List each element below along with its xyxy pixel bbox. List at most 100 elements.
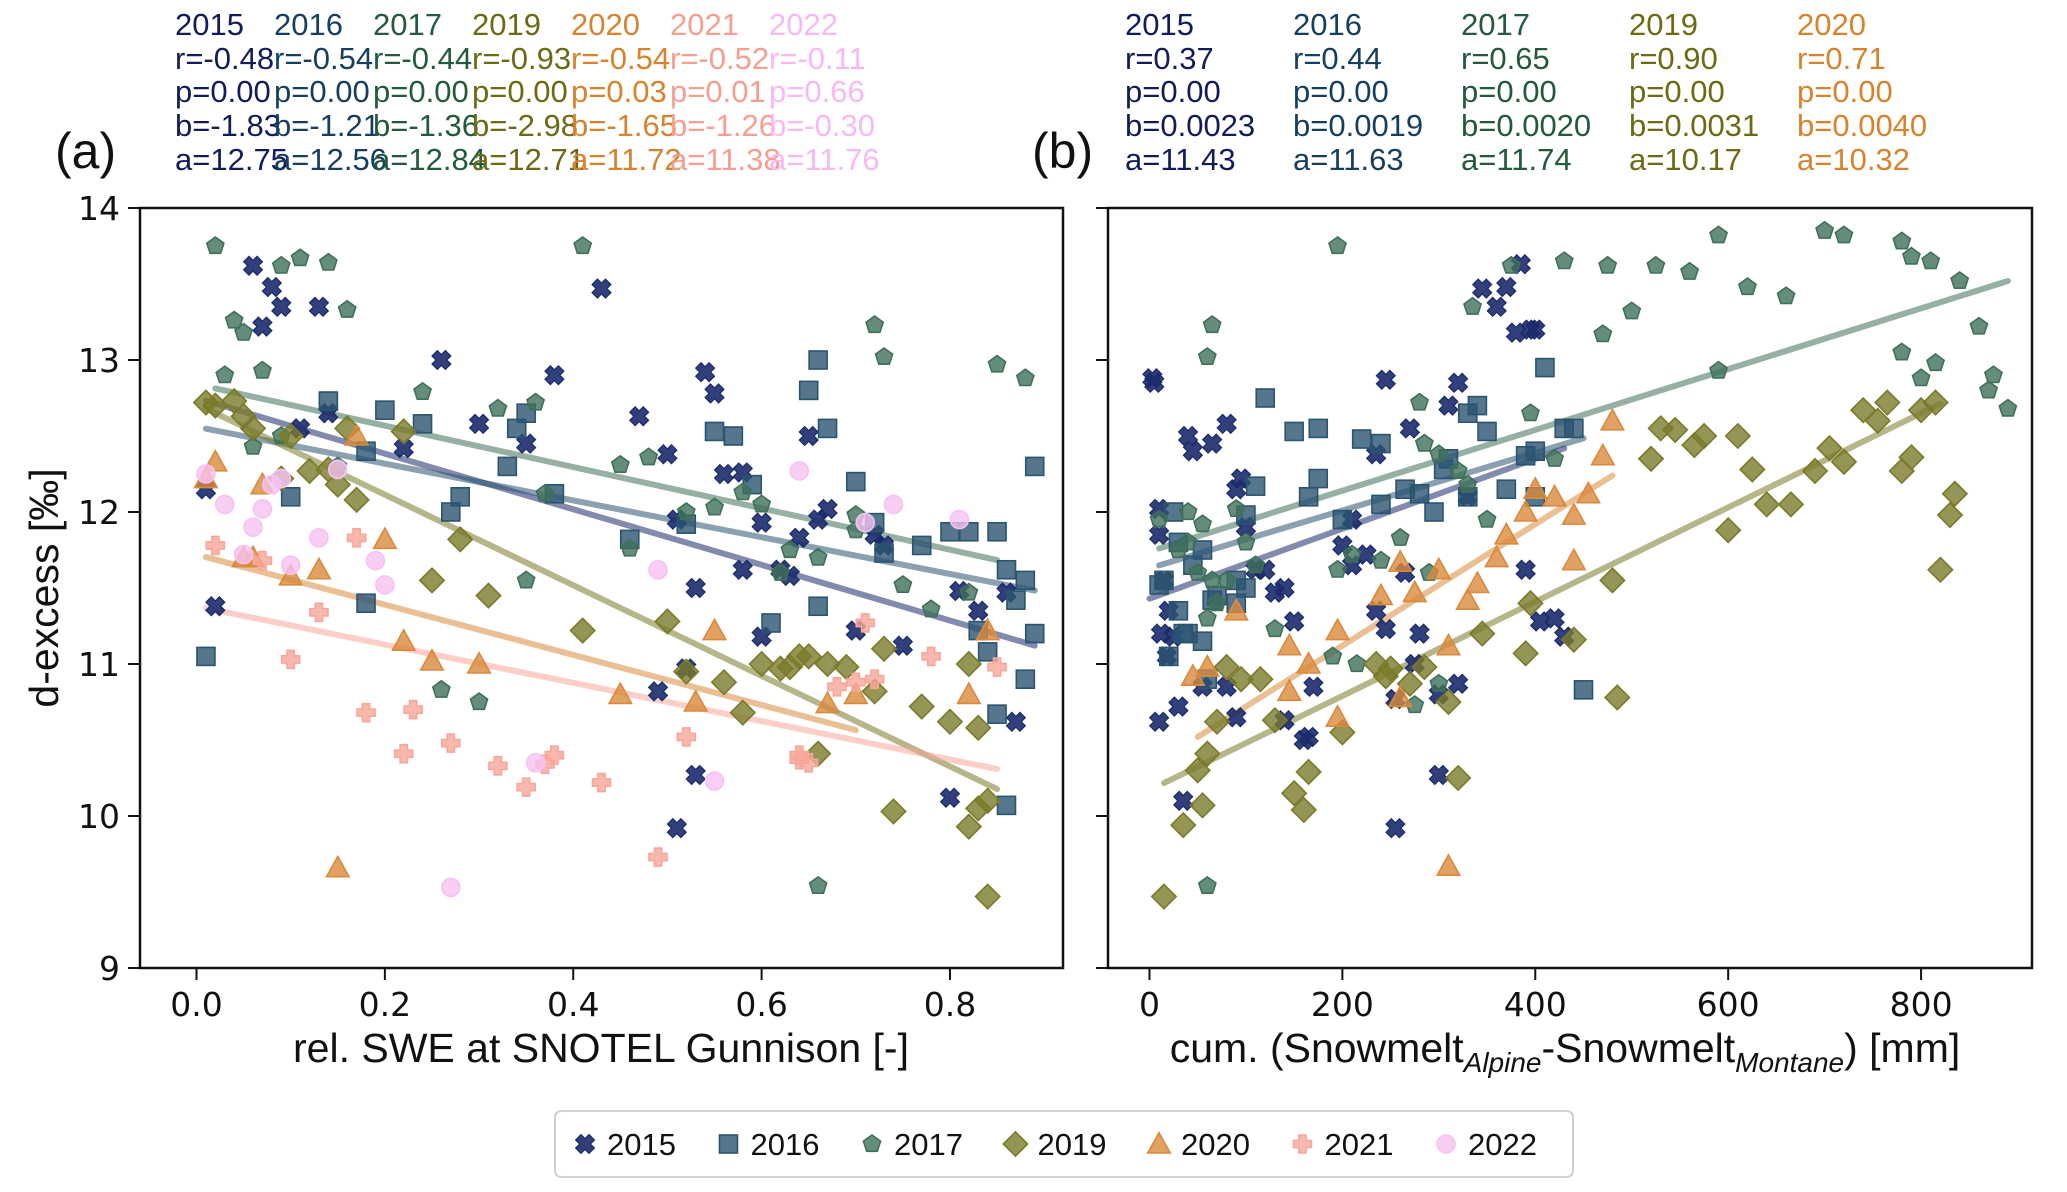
point-a-2017: [431, 679, 451, 698]
point-a-2019: [748, 650, 775, 678]
point-a-2016: [1015, 669, 1036, 690]
point-b-2020: [1561, 502, 1587, 525]
point-a-2021: [855, 613, 876, 633]
stat-a-2022-a: a=11.76: [769, 142, 880, 177]
plot-area-b: 0 200 400 600 800 cum. (SnowmeltAlpine-Snowm…: [1096, 206, 2034, 1078]
point-a-2021: [987, 657, 1007, 677]
x-label-b-sub-alpine: Alpine: [1462, 1047, 1542, 1078]
stat-b-2017-a: a=11.74: [1461, 142, 1572, 177]
point-a-2016: [1006, 590, 1026, 610]
point-b-2019: [1295, 758, 1322, 786]
x-tick-label: 600: [1697, 985, 1760, 1024]
legend: 2015 2016 2017 2019 2020 2021 2022: [554, 1110, 1574, 1178]
point-b-2020: [1387, 549, 1413, 572]
point-a-2022: [243, 517, 263, 538]
point-a-2017: [1015, 368, 1035, 387]
fit-line-a-2021: [202, 605, 1001, 773]
fit-line-a-2020: [202, 554, 859, 734]
point-a-2015: [271, 296, 292, 318]
point-a-2019: [870, 635, 898, 663]
point-b-2016: [1564, 418, 1584, 439]
point-a-2019: [880, 798, 907, 825]
stat-a-2017-r: r=-0.44: [373, 41, 472, 76]
point-b-2017: [1226, 499, 1246, 518]
point-a-2015: [628, 405, 650, 427]
point-a-2015: [704, 383, 725, 404]
point-a-2016: [196, 646, 216, 667]
point-b-2017: [1414, 433, 1434, 452]
point-a-2022: [855, 512, 876, 533]
point-b-2017: [1197, 347, 1217, 366]
point-b-2017: [1342, 544, 1362, 563]
point-a-2022: [280, 555, 301, 576]
point-a-2022: [375, 575, 395, 595]
point-a-2017: [318, 252, 338, 271]
stat-a-2020-p: p=0.03: [571, 74, 667, 109]
point-a-2021: [827, 676, 847, 697]
stat-a-2017-year: 2017: [373, 7, 442, 42]
point-a-2015: [657, 443, 678, 465]
point-b-2019: [1714, 516, 1742, 544]
point-b-2019: [1753, 491, 1781, 518]
point-b-2016: [1477, 421, 1497, 442]
y-tick-label: 14: [78, 189, 120, 228]
legend-label-2022: 2022: [1468, 1127, 1537, 1162]
point-b-2019: [1603, 684, 1631, 711]
stat-b-2019-b: b=0.0031: [1629, 108, 1759, 143]
stat-b-2020-p: p=0.00: [1797, 74, 1893, 109]
point-a-2020: [344, 423, 370, 446]
point-a-2019: [710, 668, 738, 696]
stat-a-2015-r: r=-0.48: [175, 41, 274, 76]
point-a-2017: [808, 547, 828, 566]
point-b-2019: [1864, 407, 1891, 435]
point-a-2016: [375, 400, 395, 420]
point-b-2016: [1245, 476, 1266, 496]
point-a-2017: [874, 347, 894, 366]
stat-b-2016-a: a=11.63: [1293, 142, 1404, 177]
point-b-2016: [1351, 429, 1372, 449]
point-b-2015: [1150, 623, 1172, 644]
fit-lines-a: [202, 385, 1038, 793]
point-b-2015: [1525, 319, 1546, 340]
point-a-2019: [475, 582, 502, 609]
point-a-2017: [893, 575, 913, 594]
point-b-2020: [1493, 521, 1519, 545]
point-b-2017: [1429, 673, 1449, 692]
point-b-2017: [1737, 277, 1757, 296]
fit-lines-b: [1146, 277, 2011, 787]
x-label-b-part2: -Snowmelt: [1541, 1025, 1735, 1071]
point-b-2017: [1265, 619, 1285, 638]
point-b-2017: [1149, 509, 1169, 528]
point-b-2017: [1197, 608, 1217, 627]
point-b-2019: [1203, 708, 1231, 736]
axes-frame-b: [1106, 206, 2034, 970]
point-b-2019: [1280, 779, 1308, 807]
point-a-2022: [648, 559, 668, 580]
point-b-2016: [1371, 494, 1391, 515]
stat-a-2015-year: 2015: [175, 7, 244, 42]
point-b-2019: [1801, 457, 1829, 485]
point-b-2020: [1599, 407, 1626, 431]
point-a-2022: [525, 752, 546, 773]
stat-a-2019-r: r=-0.93: [472, 41, 571, 76]
point-a-2017: [770, 562, 790, 581]
point-b-2017: [1901, 246, 1921, 265]
point-b-2017: [1178, 502, 1198, 521]
point-b-2017: [1328, 236, 1348, 255]
point-a-2016: [1024, 623, 1045, 644]
point-a-2022: [789, 461, 810, 481]
point-b-2017: [1178, 532, 1198, 551]
point-b-2020: [1368, 582, 1394, 606]
point-a-2020: [683, 689, 709, 712]
point-a-2019: [974, 883, 1001, 910]
point-a-2016: [996, 795, 1017, 816]
point-b-2019: [1739, 456, 1766, 483]
legend-entry-2016: 2016: [718, 1127, 819, 1162]
point-b-2017: [1983, 365, 2003, 384]
point-a-2021: [280, 649, 301, 670]
stat-b-2015-p: p=0.00: [1125, 74, 1221, 109]
stat-a-2015-p: p=0.00: [175, 74, 271, 109]
point-b-2020: [1464, 570, 1491, 594]
point-a-2022: [883, 494, 904, 515]
point-b-2015: [1375, 369, 1397, 391]
